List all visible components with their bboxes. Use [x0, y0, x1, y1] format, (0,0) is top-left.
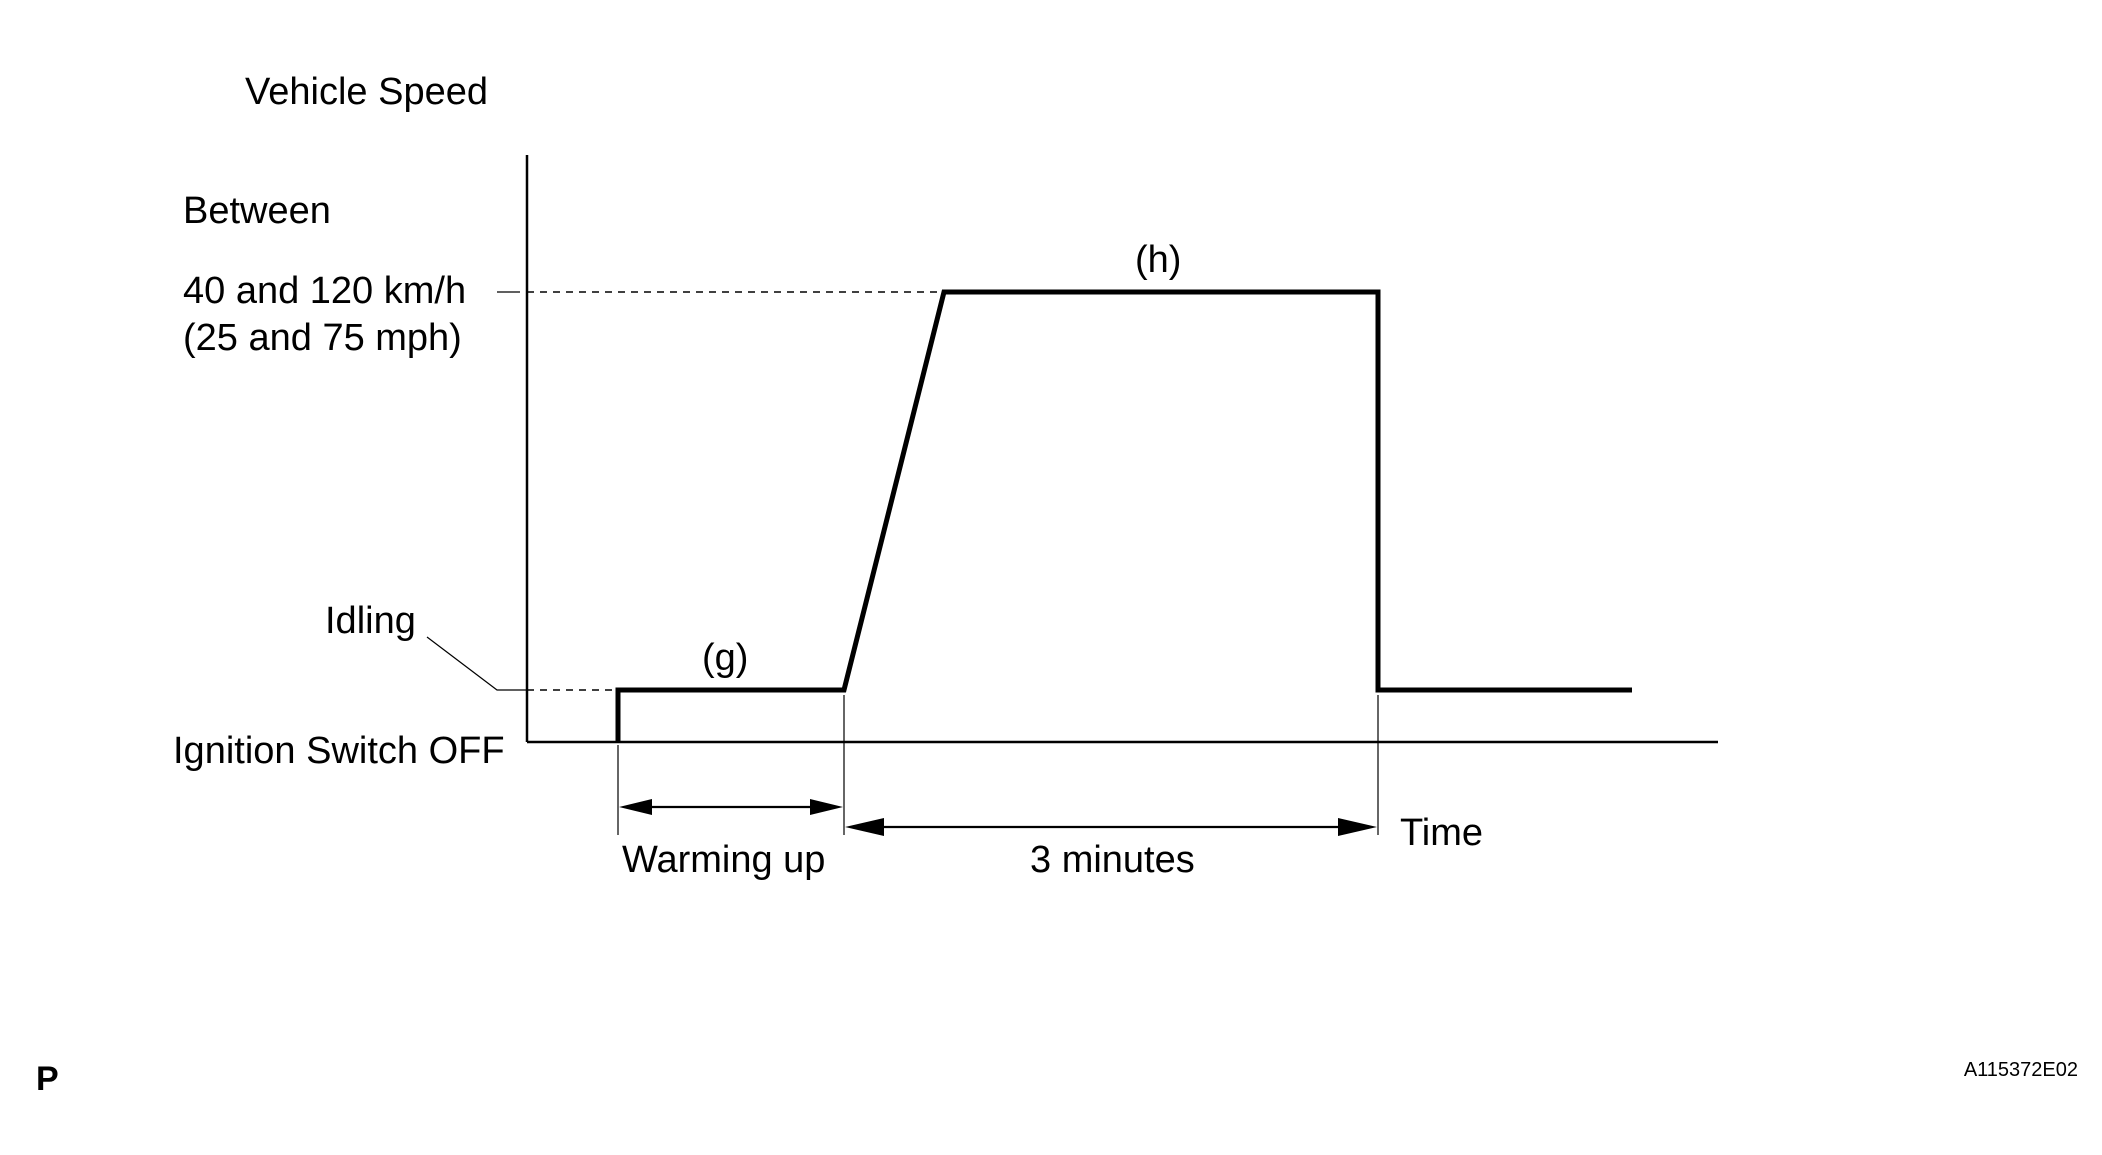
level-high-label-line3: (25 and 75 mph) [183, 317, 462, 359]
figure-id: A115372E02 [1964, 1059, 2078, 1081]
phase-label-g: (g) [702, 637, 748, 679]
level-high-label-line2: 40 and 120 km/h [183, 270, 466, 312]
idle-level-leader [426, 636, 527, 691]
y-axis-title: Vehicle Speed [245, 71, 488, 113]
cruise-duration-label: 3 minutes [1030, 839, 1195, 881]
warming-up-arrow-right [810, 799, 843, 815]
phase-label-h: (h) [1135, 239, 1181, 281]
warming-up-label: Warming up [622, 839, 825, 881]
warming-up-arrow-left [619, 799, 652, 815]
level-high-label-line1: Between [183, 190, 331, 232]
level-off-label: Ignition Switch OFF [173, 730, 505, 772]
level-idle-label: Idling [325, 600, 416, 642]
cruise-arrow-right [1338, 818, 1377, 836]
cruise-arrow-left [845, 818, 884, 836]
x-axis-title: Time [1400, 812, 1483, 854]
corner-mark-p: P [36, 1060, 59, 1098]
speed-trace [615, 289, 1632, 742]
